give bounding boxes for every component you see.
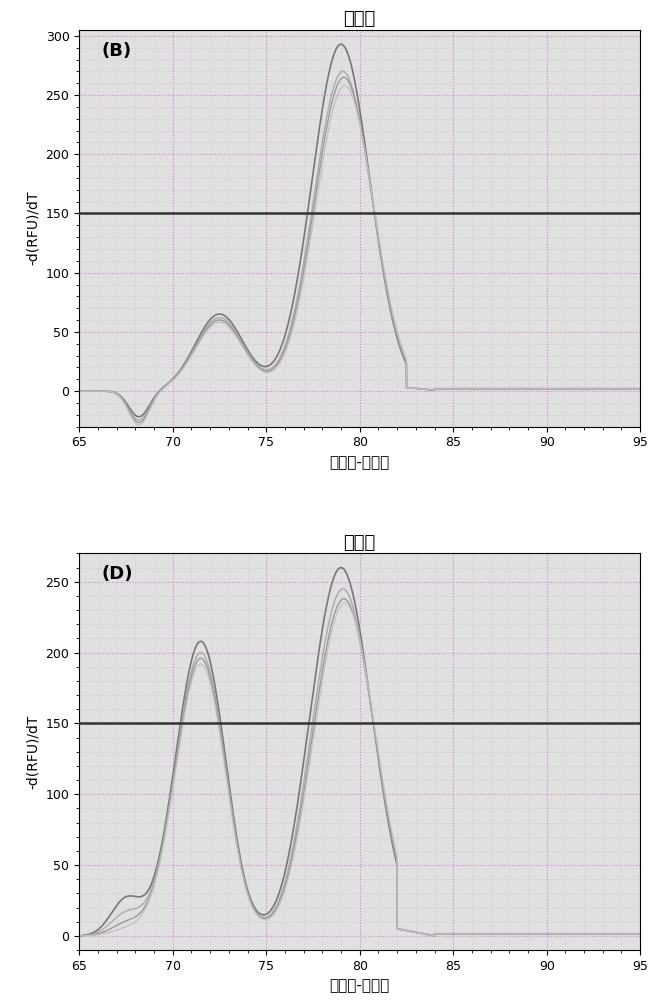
- Y-axis label: -d(RFU)/dT: -d(RFU)/dT: [26, 191, 40, 265]
- Text: (D): (D): [102, 565, 133, 583]
- Y-axis label: -d(RFU)/dT: -d(RFU)/dT: [26, 715, 40, 789]
- Title: 熔融峰: 熔融峰: [344, 10, 376, 28]
- Title: 熔融峰: 熔融峰: [344, 534, 376, 552]
- Text: (B): (B): [102, 42, 132, 60]
- X-axis label: 温度，-摄氏度: 温度，-摄氏度: [329, 978, 390, 993]
- X-axis label: 温度，-摄氏度: 温度，-摄氏度: [329, 455, 390, 470]
